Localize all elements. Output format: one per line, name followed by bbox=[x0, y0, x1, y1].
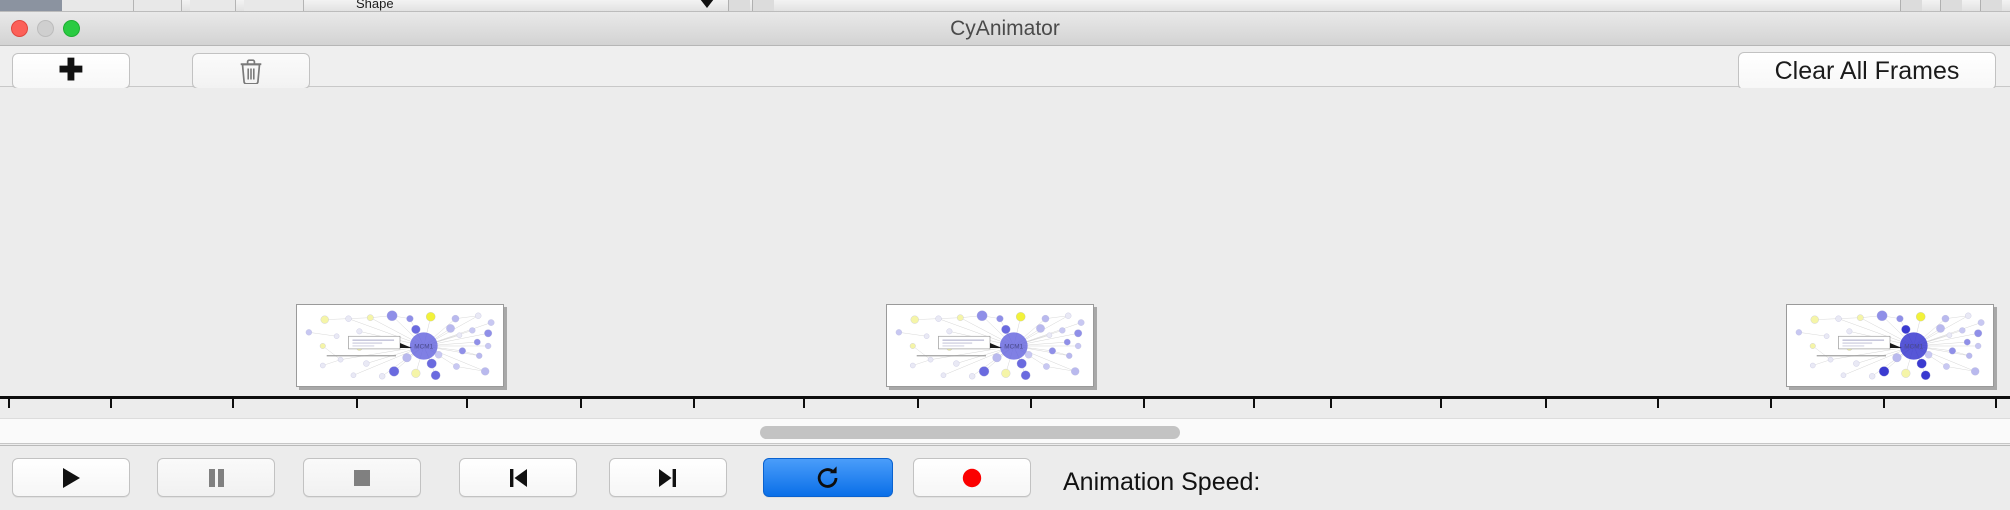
axis-tick-minor bbox=[693, 399, 695, 408]
svg-text:MCM1: MCM1 bbox=[414, 344, 433, 351]
background-window-strip: Shape bbox=[0, 0, 2010, 12]
timeline-scrollbar[interactable] bbox=[0, 418, 2010, 444]
title-bar: CyAnimator bbox=[0, 12, 2010, 46]
axis-tick-major bbox=[803, 399, 805, 408]
axis-tick-major bbox=[1440, 399, 1442, 408]
plus-icon: ✚ bbox=[58, 54, 84, 87]
background-tab bbox=[134, 0, 182, 11]
record-button[interactable] bbox=[913, 458, 1031, 497]
svg-text:MCM1: MCM1 bbox=[1904, 344, 1923, 351]
timeline-axis bbox=[0, 396, 2010, 399]
loop-icon bbox=[817, 465, 838, 488]
close-button[interactable] bbox=[11, 20, 28, 37]
background-tab bbox=[190, 0, 236, 11]
zoom-button[interactable] bbox=[63, 20, 80, 37]
axis-tick-minor bbox=[1995, 399, 1997, 408]
minimize-button[interactable] bbox=[37, 20, 54, 37]
axis-tick-minor bbox=[1883, 399, 1885, 408]
stop-button bbox=[303, 458, 421, 497]
pause-icon bbox=[209, 468, 224, 487]
background-box bbox=[1900, 0, 1922, 11]
axis-tick-minor bbox=[1253, 399, 1255, 408]
animation-speed-label: Animation Speed: bbox=[1063, 468, 1261, 496]
background-box bbox=[752, 0, 774, 11]
background-shape-label: Shape bbox=[356, 0, 394, 11]
axis-tick-major bbox=[1657, 399, 1659, 408]
axis-tick-minor bbox=[1330, 399, 1332, 408]
axis-tick-minor bbox=[466, 399, 468, 408]
skip-to-end-button[interactable] bbox=[609, 458, 727, 497]
skip-forward-icon bbox=[659, 468, 676, 487]
clear-all-frames-button[interactable]: Clear All Frames bbox=[1738, 52, 1996, 90]
pause-button bbox=[157, 458, 275, 497]
skip-back-icon bbox=[510, 468, 527, 487]
play-button[interactable] bbox=[12, 458, 130, 497]
traffic-lights bbox=[11, 20, 80, 37]
axis-tick-major bbox=[232, 399, 234, 408]
timeline-frame[interactable]: MCM1 bbox=[886, 304, 1094, 387]
axis-tick-minor bbox=[1143, 399, 1145, 408]
axis-tick-minor bbox=[110, 399, 112, 408]
transport-bar: Animation Speed: bbox=[0, 445, 2010, 510]
background-tab bbox=[244, 0, 304, 11]
trash-icon bbox=[240, 58, 262, 84]
axis-tick-minor bbox=[1545, 399, 1547, 408]
background-tab bbox=[62, 0, 134, 11]
skip-to-start-button[interactable] bbox=[459, 458, 577, 497]
timeline-frame[interactable]: MCM1 bbox=[296, 304, 504, 387]
svg-text:MCM1: MCM1 bbox=[1004, 344, 1023, 351]
axis-tick-minor bbox=[917, 399, 919, 408]
axis-tick-minor bbox=[356, 399, 358, 408]
loop-button[interactable] bbox=[763, 458, 893, 497]
delete-frame-button[interactable] bbox=[192, 53, 310, 89]
play-icon bbox=[63, 467, 80, 488]
background-box bbox=[728, 0, 750, 11]
record-icon bbox=[962, 468, 982, 487]
axis-tick-major bbox=[8, 399, 10, 408]
scrollbar-thumb[interactable] bbox=[760, 426, 1180, 439]
axis-tick-major bbox=[580, 399, 582, 408]
window-title: CyAnimator bbox=[950, 17, 1060, 40]
background-box bbox=[1980, 0, 2002, 11]
background-box bbox=[1940, 0, 1962, 11]
add-frame-button[interactable]: ✚ bbox=[12, 53, 130, 89]
axis-tick-major bbox=[1030, 399, 1032, 408]
toolbar: ✚ Clear All Frames bbox=[0, 46, 2010, 90]
stop-icon bbox=[354, 469, 370, 486]
background-cursor-arrow bbox=[700, 0, 714, 8]
background-toolbar-dark bbox=[0, 0, 62, 11]
timeline-frame[interactable]: MCM1 bbox=[1786, 304, 1994, 387]
axis-tick-minor bbox=[1770, 399, 1772, 408]
